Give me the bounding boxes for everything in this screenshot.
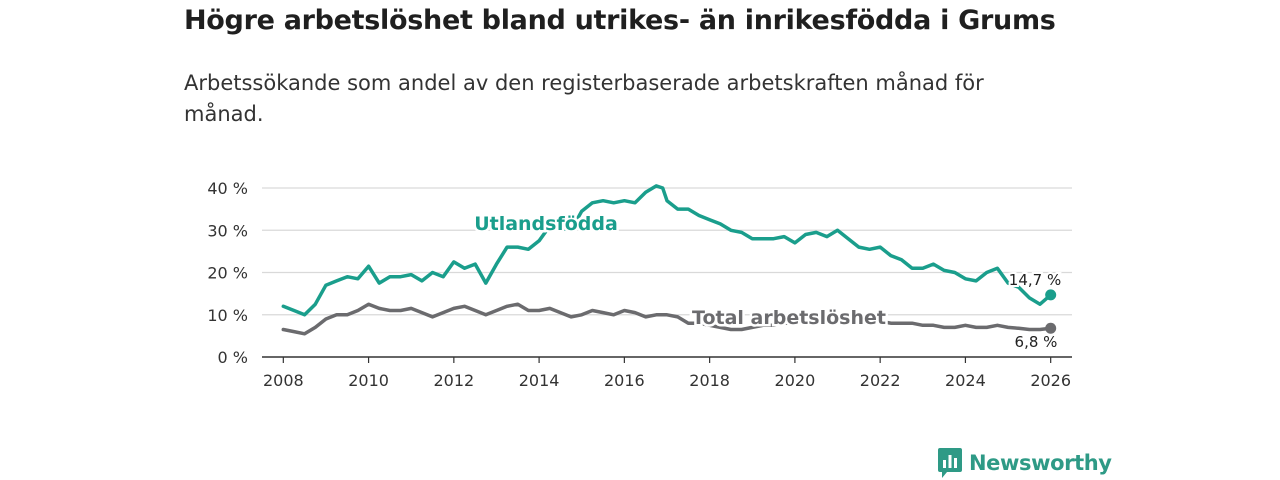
series-line-utlandsfodda — [281, 184, 1053, 317]
x-tick-label: 2018 — [689, 371, 730, 390]
x-tick-label: 2022 — [860, 371, 901, 390]
x-tick-label: 2014 — [519, 371, 560, 390]
x-tick-label: 2024 — [945, 371, 986, 390]
series-label-total-arbetsloshet: Total arbetslöshet — [692, 307, 886, 329]
end-point-utlandsfodda — [1045, 289, 1057, 301]
newsworthy-logo: Newsworthy — [938, 448, 1112, 478]
y-tick-label: 10 % — [207, 306, 248, 325]
x-tick-label: 2016 — [604, 371, 645, 390]
y-tick-label: 40 % — [207, 179, 248, 198]
y-tick-label: 30 % — [207, 221, 248, 240]
bar-chart-logo-icon — [938, 448, 962, 478]
x-tick-label: 2020 — [775, 371, 816, 390]
brand-name: Newsworthy — [969, 451, 1112, 475]
end-value-utlandsfodda: 14,7 % — [1009, 271, 1061, 289]
series-line-total-arbetsloshet — [281, 302, 1053, 336]
series-lines — [281, 184, 1057, 336]
end-point-total — [1045, 322, 1057, 334]
x-tick-label: 2026 — [1030, 371, 1071, 390]
x-tick-label: 2008 — [263, 371, 304, 390]
y-axis: 0 % 10 % 20 % 30 % 40 % — [207, 179, 248, 367]
end-value-total: 6,8 % — [1015, 333, 1058, 351]
series-labels: Utlandsfödda Total arbetslöshet 14,7 % 6… — [472, 211, 1064, 354]
chart-title: Högre arbetslöshet bland utrikes- än inr… — [184, 5, 1056, 36]
x-axis: 2008 2010 2012 2014 2016 2018 2020 2022 2024 2026 — [262, 356, 1072, 390]
series-label-utlandsfodda: Utlandsfödda — [474, 213, 618, 235]
chart-subtitle: Arbetssökande som andel av den registerb… — [184, 71, 984, 126]
x-tick-label: 2010 — [348, 371, 389, 390]
y-tick-label: 20 % — [207, 264, 248, 283]
x-tick-label: 2012 — [433, 371, 474, 390]
grid-lines — [262, 187, 1072, 316]
y-tick-label: 0 % — [218, 348, 248, 367]
